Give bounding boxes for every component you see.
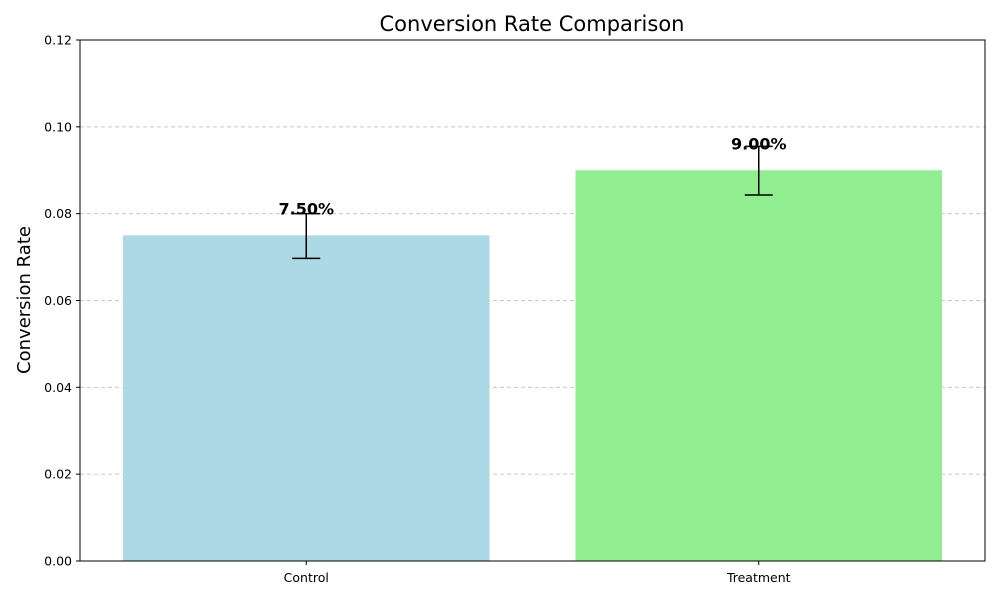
bar-control	[122, 235, 490, 561]
y-tick-label: 0.10	[44, 119, 72, 134]
x-axis-ticks: Control Treatment	[284, 561, 791, 585]
y-axis-ticks: 0.00 0.02 0.04 0.06 0.08 0.10 0.12	[44, 33, 80, 569]
y-tick-label: 0.00	[44, 554, 72, 569]
error-bars	[292, 145, 773, 260]
y-tick-label: 0.06	[44, 293, 72, 308]
data-label-control: 7.50%	[278, 199, 334, 218]
y-axis-label: Conversion Rate	[14, 226, 35, 374]
data-labels: 7.50% 9.00%	[278, 134, 786, 218]
bar-treatment	[575, 170, 943, 561]
bars	[122, 170, 943, 561]
data-label-treatment: 9.00%	[731, 134, 787, 153]
y-tick-label: 0.12	[44, 33, 72, 48]
error-bar-treatment	[744, 145, 773, 196]
x-tick-label-treatment: Treatment	[726, 570, 791, 585]
y-tick-label: 0.08	[44, 206, 72, 221]
y-tick-label: 0.02	[44, 467, 72, 482]
error-bar-control	[292, 212, 321, 260]
y-tick-label: 0.04	[44, 380, 72, 395]
x-tick-label-control: Control	[284, 570, 329, 585]
chart-title: Conversion Rate Comparison	[380, 12, 685, 36]
